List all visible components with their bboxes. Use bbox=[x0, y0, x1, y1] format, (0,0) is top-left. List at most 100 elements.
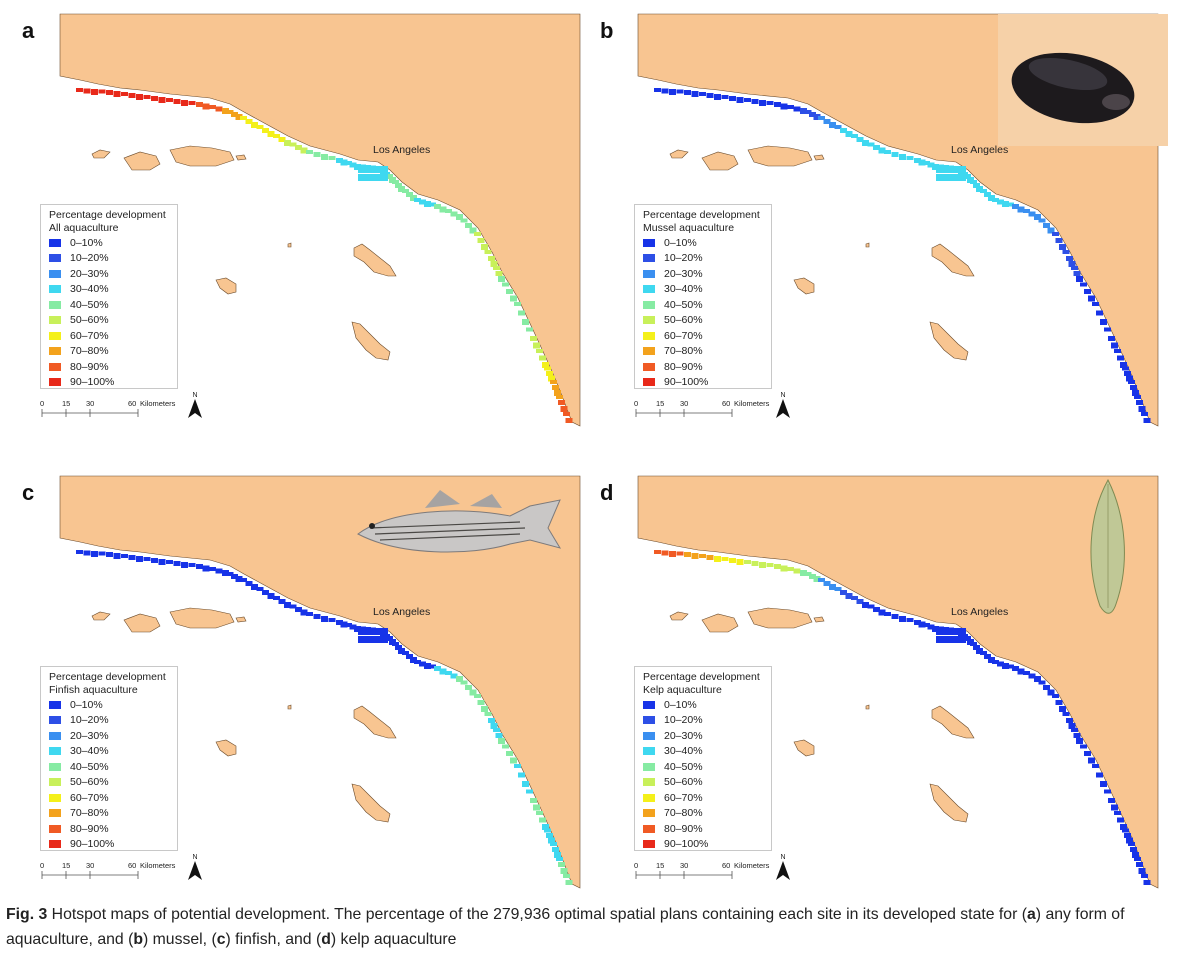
legend-label: 10–20% bbox=[664, 714, 703, 727]
hotspot-cell bbox=[960, 166, 966, 173]
legend-item: 40–50% bbox=[49, 759, 171, 775]
hotspot-cell bbox=[336, 158, 343, 163]
legend-swatch bbox=[49, 238, 61, 247]
hotspot-cell bbox=[548, 837, 555, 844]
hotspot-cell bbox=[813, 576, 821, 582]
island bbox=[929, 783, 969, 823]
legend-item: 30–40% bbox=[49, 282, 171, 298]
north-label: N bbox=[192, 854, 198, 861]
hotspot-cell bbox=[867, 604, 875, 609]
hotspot-cell bbox=[1038, 680, 1046, 685]
island bbox=[215, 277, 237, 295]
hotspot-cell bbox=[699, 554, 706, 558]
hotspot-cell bbox=[364, 166, 370, 173]
hotspot-cell bbox=[1080, 282, 1087, 287]
hotspot-cell bbox=[1088, 757, 1095, 764]
legend-swatch bbox=[643, 238, 655, 247]
legend-swatch bbox=[49, 347, 61, 356]
legend-swatch bbox=[49, 362, 61, 371]
hotspot-cell bbox=[1124, 833, 1131, 838]
legend-subtitle: All aquaculture bbox=[49, 222, 119, 234]
hotspot-cell bbox=[714, 94, 721, 100]
hotspot-cell bbox=[1114, 349, 1121, 353]
island bbox=[287, 242, 292, 248]
hotspot-cell bbox=[158, 97, 166, 103]
hotspot-cell bbox=[477, 700, 485, 705]
legend-swatch bbox=[49, 824, 61, 833]
hotspot-cell bbox=[878, 147, 886, 154]
hotspot-cell bbox=[856, 599, 864, 604]
island bbox=[123, 151, 161, 171]
legend-item: 30–40% bbox=[643, 282, 765, 298]
hotspot-cell bbox=[542, 824, 549, 830]
island bbox=[865, 704, 870, 710]
hotspot-cell bbox=[1126, 375, 1133, 382]
hotspot-cell bbox=[262, 590, 269, 595]
legend-heading: Percentage development bbox=[49, 209, 166, 221]
hotspot-cell bbox=[829, 122, 836, 128]
scale-tick: 60 bbox=[722, 399, 731, 408]
hotspot-cell bbox=[1134, 857, 1141, 861]
caption-text: ) kelp aquaculture bbox=[330, 931, 457, 948]
legend-item: 60–70% bbox=[49, 328, 171, 344]
hotspot-cell bbox=[202, 103, 210, 110]
legend-item: 30–40% bbox=[643, 744, 765, 760]
hotspot-cell bbox=[370, 166, 376, 173]
hotspot-cell bbox=[439, 206, 447, 213]
hotspot-cell bbox=[514, 764, 521, 768]
hotspot-cell bbox=[804, 572, 812, 576]
hotspot-cell bbox=[173, 561, 181, 566]
hotspot-cell bbox=[1141, 874, 1148, 878]
hotspot-cell bbox=[481, 706, 488, 712]
legend-swatch bbox=[643, 362, 655, 371]
legend-item: 0–10% bbox=[49, 697, 171, 713]
hotspot-cell bbox=[121, 554, 128, 558]
hotspot-cell bbox=[552, 847, 559, 852]
hotspot-cell bbox=[533, 804, 540, 811]
hotspot-cell bbox=[960, 636, 966, 643]
hotspot-cell bbox=[550, 380, 557, 384]
striped-bass-illustration bbox=[357, 490, 562, 553]
island bbox=[91, 149, 111, 159]
hotspot-cell bbox=[840, 590, 847, 595]
scale-bar: 0 15 30 60 Kilometers bbox=[634, 399, 779, 429]
hotspot-cell bbox=[231, 574, 238, 579]
legend-swatch bbox=[49, 762, 61, 771]
hotspot-cell bbox=[398, 186, 405, 192]
island bbox=[235, 616, 247, 623]
hotspot-cell bbox=[398, 648, 405, 654]
hotspot-cell bbox=[988, 195, 995, 201]
hotspot-cell bbox=[495, 271, 503, 276]
legend-item: 90–100% bbox=[643, 375, 765, 391]
legend-heading: Percentage development bbox=[49, 671, 166, 683]
hotspot-cell bbox=[1071, 266, 1078, 270]
legend-item: 0–10% bbox=[643, 235, 765, 251]
hotspot-cell bbox=[358, 628, 364, 635]
hotspot-cell bbox=[899, 616, 906, 622]
legend-item: 10–20% bbox=[643, 251, 765, 267]
hotspot-cell bbox=[518, 310, 525, 316]
hotspot-cell bbox=[376, 174, 382, 181]
hotspot-cell bbox=[1100, 781, 1107, 787]
hotspot-cell bbox=[113, 91, 121, 97]
hotspot-cell bbox=[295, 607, 302, 612]
hotspot-cell bbox=[273, 596, 280, 600]
scale-unit: Kilometers bbox=[140, 399, 176, 408]
hotspot-cell bbox=[1076, 738, 1083, 744]
legend-label: 50–60% bbox=[70, 776, 109, 789]
caption-ref-c: c bbox=[216, 931, 226, 948]
legend-swatch bbox=[643, 347, 655, 356]
hotspot-cell bbox=[402, 189, 409, 193]
hotspot-cell bbox=[851, 134, 858, 138]
hotspot-cell bbox=[1122, 828, 1129, 833]
hotspot-cell bbox=[1117, 817, 1124, 823]
legend-swatch bbox=[643, 809, 655, 818]
hotspot-cell bbox=[1012, 204, 1019, 209]
hotspot-cell bbox=[809, 112, 816, 117]
legend-item: 50–60% bbox=[643, 775, 765, 791]
hotspot-cell bbox=[295, 145, 302, 150]
hotspot-cell bbox=[954, 174, 960, 181]
legend-item: 60–70% bbox=[643, 790, 765, 806]
hotspot-cell bbox=[1084, 751, 1091, 756]
hotspot-cell bbox=[410, 657, 417, 663]
